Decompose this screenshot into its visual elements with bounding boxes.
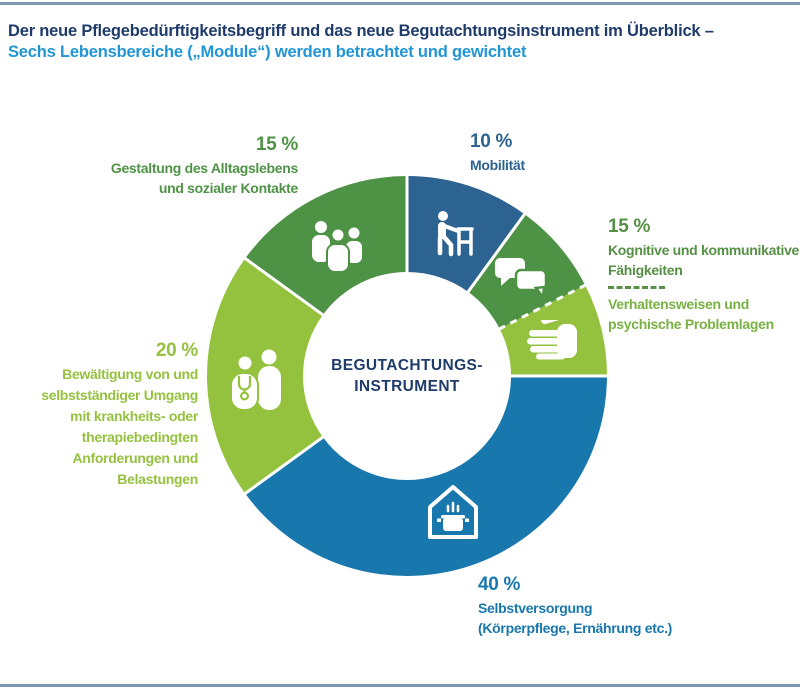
label-line: Kognitive und kommunikative: [608, 242, 800, 258]
bottom-rule: [0, 684, 800, 687]
speech-bubbles-icon: [494, 257, 548, 304]
label-line: Verhaltensweisen und: [608, 296, 750, 312]
segment-divider: [243, 256, 325, 317]
label-line: und sozialer Kontakte: [158, 180, 298, 196]
donut-chart: [205, 174, 609, 578]
label-line: Mobilität: [470, 157, 525, 173]
figure-title: Der neue Pflegebedürftigkeitsbegriff und…: [8, 21, 714, 63]
percent-mobilitaet: 10 %: [470, 131, 513, 152]
label-kognitive-faehigkeiten: 15 % Kognitive und kommunikative Fähigke…: [608, 216, 799, 334]
percent-gestaltung: 15 %: [255, 134, 298, 155]
top-rule: [0, 2, 800, 5]
label-selbstversorgung: 40 % Selbstversorgung (Körperpflege, Ern…: [478, 574, 672, 638]
donut-segment-selbstversorgung: [245, 376, 607, 576]
segment-divider: [466, 212, 527, 294]
label-line: Fähigkeiten: [608, 262, 683, 278]
label-line: selbstständiger Umgang: [41, 387, 198, 403]
label-line: Bewältigung von und: [62, 366, 198, 382]
figure-title-line2: Sechs Lebensbereiche („Module“) werden b…: [8, 43, 527, 61]
label-line: Selbstversorgung: [478, 600, 593, 616]
percent-selbstversorgung: 40 %: [478, 574, 521, 595]
donut-segment-mobilitaet: [407, 176, 525, 292]
label-bewaeltigung: 20 % Bewältigung von und selbstständiger…: [41, 340, 198, 490]
dashed-divider: [608, 286, 665, 289]
people-group-icon: [310, 220, 364, 279]
donut-chart-svg: [207, 175, 608, 576]
hand-icon: [527, 311, 579, 365]
figure-title-line1: Der neue Pflegebedürftigkeitsbegriff und…: [8, 22, 714, 40]
donut-center-label: BEGUTACHTUNGS- INSTRUMENT: [307, 355, 507, 397]
label-line: therapiebedingten: [81, 429, 199, 445]
label-gestaltung-alltagsleben: 15 % Gestaltung des Alltagslebens und so…: [111, 134, 298, 198]
label-line: Anforderungen und: [72, 450, 198, 466]
percent-bewaeltigung: 20 %: [155, 340, 198, 361]
label-line: (Körperpflege, Ernährung etc.): [478, 620, 673, 636]
center-label-line2: INSTRUMENT: [354, 378, 460, 395]
label-line: mit krankheits- oder: [70, 408, 198, 424]
house-cooking-pot-icon: [428, 484, 478, 545]
center-label-line1: BEGUTACHTUNGS-: [331, 357, 483, 374]
label-line: Gestaltung des Alltagslebens: [110, 160, 298, 176]
person-with-walker-icon: [428, 210, 476, 265]
segment-divider: [243, 435, 325, 496]
label-mobilitaet: 10 % Mobilität: [470, 131, 525, 175]
label-line: psychische Problemlagen: [608, 316, 774, 332]
doctor-patient-icon: [228, 348, 286, 415]
segment-divider-dashed: [498, 283, 587, 331]
label-line: Belastungen: [117, 471, 198, 487]
percent-kognitive: 15 %: [608, 216, 651, 237]
